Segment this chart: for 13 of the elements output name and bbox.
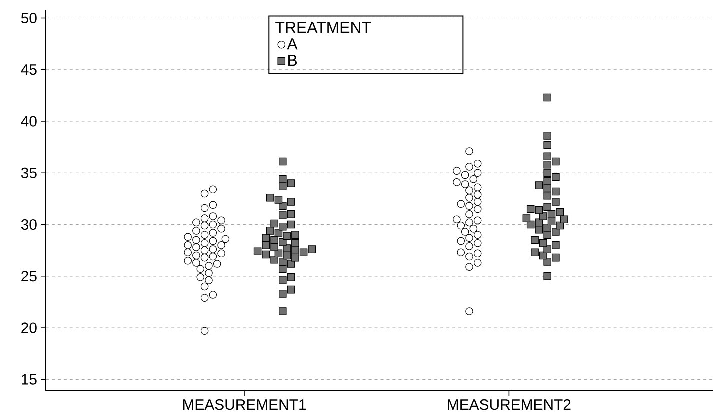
y-tick-label: 15 (22, 374, 37, 385)
y-tick-label: 30 (21, 219, 37, 230)
legend-title: TREATMENT (276, 22, 372, 34)
y-tick-label: 20 (22, 322, 37, 334)
y-tick-label: 25 (22, 271, 37, 282)
y-tick-label: 50 (21, 12, 37, 24)
y-tick-label: 45 (21, 64, 37, 76)
x-tick-label: MEASUREMENT1 (183, 400, 306, 410)
x-tick-label: MEASUREMENT2 (448, 400, 571, 410)
y-tick-label: 35 (21, 168, 37, 178)
legend-label: A (287, 38, 298, 50)
legend-label: B (288, 55, 298, 66)
y-tick-label: 40 (21, 116, 37, 127)
